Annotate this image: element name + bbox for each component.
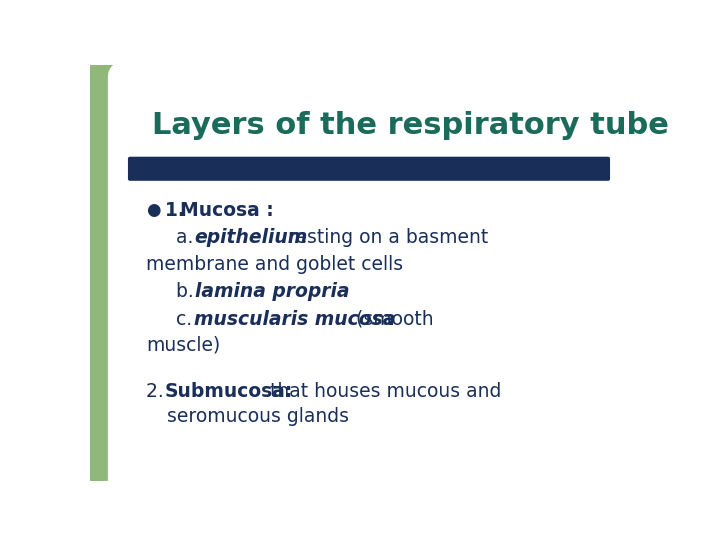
Text: resting on a basment: resting on a basment (282, 228, 489, 247)
Text: ●: ● (145, 201, 161, 219)
Text: a.: a. (176, 228, 200, 247)
Text: that houses mucous and: that houses mucous and (264, 382, 501, 401)
Text: 1.: 1. (166, 201, 192, 220)
Text: 2.: 2. (145, 382, 169, 401)
Text: muscularis mucosa: muscularis mucosa (194, 310, 395, 329)
Text: b.: b. (176, 282, 200, 301)
FancyBboxPatch shape (108, 60, 670, 497)
Text: epithelium: epithelium (194, 228, 308, 247)
Text: c.: c. (176, 310, 199, 329)
Text: membrane and goblet cells: membrane and goblet cells (145, 255, 403, 274)
Bar (90, 65, 130, 481)
Text: seromucous glands: seromucous glands (167, 407, 349, 426)
Text: lamina propria: lamina propria (195, 282, 349, 301)
Bar (130, 65, 230, 173)
Text: (smooth: (smooth (350, 310, 433, 329)
Text: Layers of the respiratory tube: Layers of the respiratory tube (153, 111, 670, 140)
Text: Submucosa:: Submucosa: (164, 382, 292, 401)
Text: muscle): muscle) (145, 336, 220, 355)
Text: Mucosa :: Mucosa : (181, 201, 274, 220)
FancyBboxPatch shape (128, 157, 610, 181)
